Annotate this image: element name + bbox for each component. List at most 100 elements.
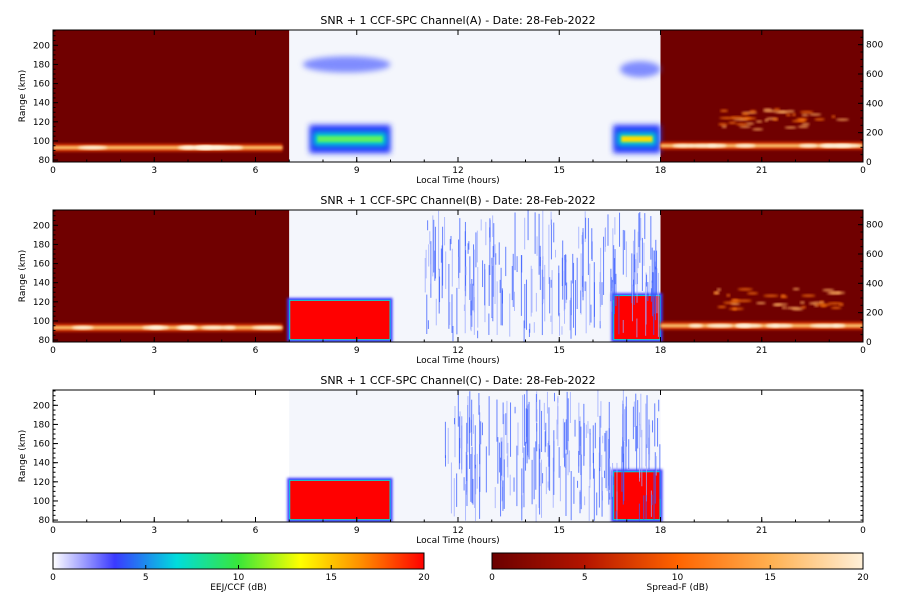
noise-streak bbox=[463, 304, 465, 311]
noise-streak bbox=[526, 279, 528, 330]
noise-streak bbox=[503, 459, 505, 509]
y-tick-label: 200 bbox=[33, 221, 50, 231]
noise-streak bbox=[509, 474, 511, 496]
noise-streak bbox=[550, 315, 552, 322]
noise-streak bbox=[557, 395, 559, 403]
noise-streak bbox=[472, 478, 474, 505]
noise-streak bbox=[549, 445, 551, 491]
spreadf-plume-blob bbox=[746, 292, 759, 295]
noise-streak bbox=[638, 503, 640, 522]
colorbar-tick-label: 10 bbox=[672, 573, 684, 583]
x-tick-label: 3 bbox=[151, 166, 157, 176]
noise-streak bbox=[640, 393, 642, 438]
noise-streak bbox=[473, 297, 475, 335]
right-y-tick-label: 200 bbox=[866, 309, 883, 319]
spreadf-plume-blob bbox=[787, 110, 795, 113]
noise-streak bbox=[637, 231, 639, 269]
noise-streak bbox=[625, 396, 627, 447]
colorbar-tick-label: 20 bbox=[418, 573, 430, 583]
noise-streak bbox=[465, 484, 467, 521]
noise-streak bbox=[485, 221, 487, 246]
noise-streak bbox=[604, 470, 606, 479]
y-tick-label: 160 bbox=[33, 260, 50, 270]
spreadf-hotspot bbox=[707, 144, 727, 148]
noise-streak bbox=[542, 256, 544, 304]
noise-streak bbox=[636, 318, 638, 338]
noise-streak bbox=[517, 422, 519, 456]
noise-streak bbox=[580, 454, 582, 510]
noise-streak bbox=[452, 325, 454, 342]
noise-streak bbox=[472, 283, 474, 311]
spreadf-hotspot bbox=[179, 326, 198, 330]
noise-streak bbox=[465, 266, 467, 276]
spreadf-plume-blob bbox=[784, 126, 797, 129]
x-axis-label: Local Time (hours) bbox=[416, 356, 499, 366]
noise-streak bbox=[476, 230, 478, 263]
noise-streak bbox=[523, 320, 525, 342]
colorbar-0: 0 5 10 15 20 EEJ/CCF (dB) bbox=[50, 552, 430, 593]
noise-streak bbox=[424, 258, 426, 293]
noise-streak bbox=[583, 422, 585, 457]
noise-streak bbox=[535, 292, 537, 312]
noise-streak bbox=[603, 236, 605, 295]
noise-streak bbox=[453, 418, 455, 425]
spreadf-plume-blob bbox=[835, 118, 849, 121]
noise-streak bbox=[429, 231, 431, 245]
noise-streak bbox=[546, 391, 548, 414]
spreadf-plume-blob bbox=[743, 117, 757, 120]
eej-blob-core bbox=[621, 136, 653, 143]
spreadf-plume-blob bbox=[763, 294, 779, 298]
noise-streak bbox=[607, 214, 609, 246]
noise-streak bbox=[616, 462, 618, 511]
y-tick-label: 140 bbox=[33, 459, 50, 469]
noise-streak bbox=[649, 424, 651, 461]
noise-streak bbox=[592, 452, 594, 479]
y-tick-label: 120 bbox=[33, 118, 50, 128]
eej-saturated-core bbox=[614, 472, 660, 520]
noise-streak bbox=[449, 238, 451, 251]
noise-streak bbox=[582, 228, 584, 289]
x-tick-label: 9 bbox=[354, 526, 360, 536]
noise-streak bbox=[433, 219, 435, 273]
noise-streak bbox=[621, 446, 623, 492]
spreadf-region bbox=[53, 30, 290, 162]
noise-streak bbox=[654, 403, 656, 447]
x-tick-label: 0 bbox=[860, 346, 866, 356]
spreadf-hotspot bbox=[251, 326, 283, 330]
noise-streak bbox=[550, 211, 552, 225]
noise-streak bbox=[633, 279, 635, 296]
noise-streak bbox=[632, 240, 634, 287]
panel-title: SNR + 1 CCF-SPC Channel(A) - Date: 28-Fe… bbox=[320, 14, 595, 27]
noise-streak bbox=[533, 447, 535, 500]
noise-streak bbox=[534, 212, 536, 254]
noise-streak bbox=[574, 419, 576, 437]
noise-streak bbox=[558, 273, 560, 317]
spreadf-plume-blob bbox=[798, 118, 807, 122]
noise-streak bbox=[577, 480, 579, 488]
noise-streak bbox=[527, 404, 529, 458]
spreadf-hotspot bbox=[809, 324, 840, 328]
noise-streak bbox=[539, 256, 541, 290]
noise-streak bbox=[619, 212, 621, 247]
noise-streak bbox=[643, 495, 645, 520]
noise-streak bbox=[611, 288, 613, 312]
noise-streak bbox=[658, 399, 660, 412]
spreadf-plume-blob bbox=[827, 302, 843, 305]
noise-streak bbox=[578, 226, 580, 249]
noise-streak bbox=[527, 210, 529, 241]
noise-streak bbox=[654, 452, 656, 504]
noise-streak bbox=[605, 430, 607, 489]
noise-streak bbox=[539, 245, 541, 267]
noise-streak bbox=[457, 391, 459, 427]
noise-streak bbox=[513, 477, 515, 492]
noise-streak bbox=[601, 477, 603, 517]
noise-streak bbox=[582, 275, 584, 287]
spreadf-hotspot bbox=[688, 324, 704, 328]
noise-streak bbox=[550, 219, 552, 260]
noise-streak bbox=[434, 226, 436, 279]
noise-streak bbox=[601, 282, 603, 305]
noise-streak bbox=[501, 288, 503, 326]
noise-streak bbox=[585, 424, 587, 438]
noise-streak bbox=[557, 406, 559, 446]
spreadf-plume-blob bbox=[830, 306, 842, 310]
